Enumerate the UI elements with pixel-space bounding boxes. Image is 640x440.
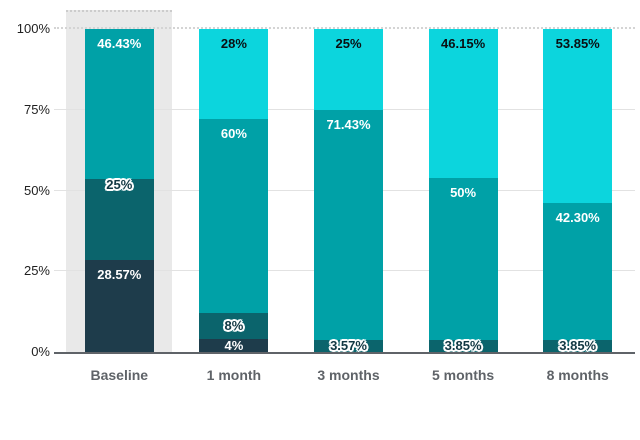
y-tick-label: 100% (16, 21, 50, 36)
x-axis-category-label: 1 month (206, 367, 262, 383)
y-tick-label: 0% (31, 344, 50, 359)
x-axis-category-label: 8 months (546, 367, 609, 383)
gridline-100-dashed (54, 27, 635, 29)
segment-value-label: 50% (450, 185, 477, 201)
bar-segment-teal (428, 178, 498, 340)
y-tick-label: 25% (23, 263, 50, 279)
bar-segment-teal (314, 109, 383, 341)
bar-segment-dark-teal (428, 339, 498, 352)
segment-value-label: 42.30% (555, 209, 600, 225)
bar-segment-dark-navy (84, 259, 154, 352)
bar-segment-teal (199, 119, 269, 314)
x-axis-line (54, 352, 635, 354)
x-axis-category-label: 5 months (431, 367, 495, 383)
x-axis-category-label: Baseline (90, 367, 149, 383)
segment-value-label: 4% (224, 337, 244, 353)
segment-value-label: 25% (106, 176, 133, 192)
segment-value-label: 3.85% (444, 337, 482, 353)
segment-value-label: 60% (220, 126, 247, 142)
bar-segment-dark-teal (199, 313, 269, 340)
segment-value-label: 8% (224, 318, 244, 334)
bar-segment-cyan (314, 29, 383, 110)
bar-segment-cyan (199, 29, 269, 120)
y-tick-label: 75% (23, 101, 50, 117)
segment-value-label: 25% (335, 36, 362, 51)
y-tick-label: 50% (23, 182, 50, 198)
bar-segment-teal (84, 29, 154, 179)
bar-segment-cyan (543, 29, 613, 203)
segment-value-label: 46.43% (97, 36, 142, 51)
bar-segment-cyan (428, 29, 498, 179)
segment-value-label: 28.57% (97, 266, 142, 282)
segment-value-label: 28% (220, 36, 247, 51)
x-axis-category-label: 3 months (317, 367, 380, 383)
bar-segment-dark-teal (84, 178, 154, 260)
segment-value-label: 3.57% (330, 338, 367, 354)
segment-value-label: 71.43% (326, 116, 371, 132)
bar-segment-dark-teal (543, 339, 613, 352)
segment-value-label: 53.85% (555, 36, 600, 51)
segment-value-label: 3.85% (559, 337, 597, 353)
bar-segment-dark-teal (314, 340, 383, 352)
bar-segment-dark-navy (199, 339, 269, 352)
segment-value-label: 46.15% (441, 36, 486, 51)
bar-segment-teal (543, 202, 613, 340)
